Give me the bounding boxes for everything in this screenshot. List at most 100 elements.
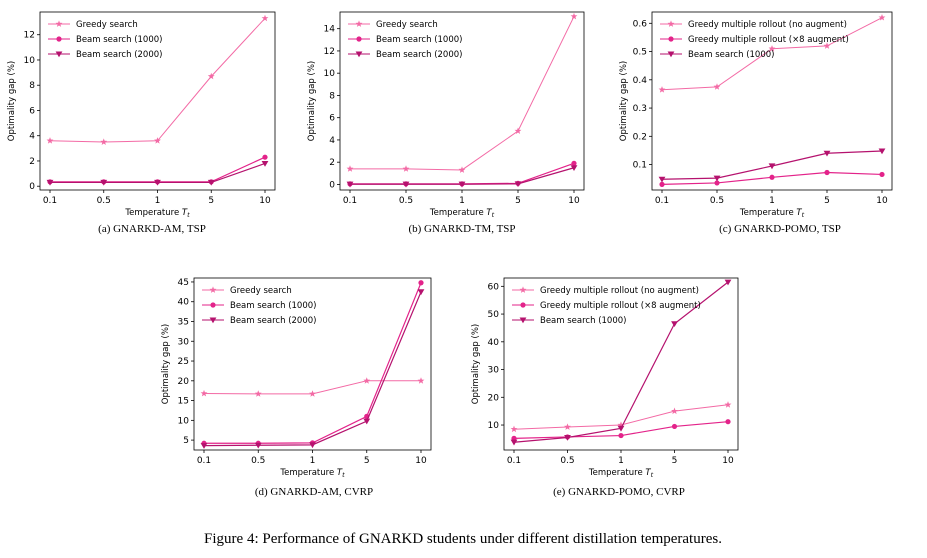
legend-marker (520, 302, 526, 308)
y-tick-label: 0 (29, 182, 35, 192)
x-tick-label: 0.5 (251, 456, 265, 466)
figure-caption: Figure 4: Performance of GNARKD students… (204, 531, 722, 547)
legend-entry: Beam search (1000) (688, 50, 774, 60)
y-tick-label: 20 (488, 393, 500, 403)
subfigure-caption: (d) GNARKD-AM, CVRP (255, 486, 373, 498)
chart-panel-a: 0 2 4 6 8 10 12 0.1 0.5 1 5 10 Temperature Tt Optimal… (7, 11, 276, 235)
x-tick-label: 10 (568, 196, 580, 206)
chart-panel-b: 0 2 4 6 8 10 12 14 0.1 0.5 1 5 10 Temperature Tt Optim… (307, 11, 585, 235)
legend-marker (356, 36, 362, 42)
data-point (878, 14, 886, 21)
data-point (564, 423, 571, 430)
y-tick-label: 0.4 (633, 76, 648, 86)
data-point (346, 181, 354, 188)
y-tick-label: 6 (29, 106, 35, 116)
x-tick-label: 1 (769, 196, 775, 206)
data-point (510, 425, 518, 433)
data-point (713, 175, 721, 182)
subfigure-caption: (e) GNARKD-POMO, CVRP (553, 486, 685, 498)
data-point (564, 434, 571, 441)
data-point (154, 179, 161, 186)
data-point (417, 289, 425, 296)
data-point (510, 439, 518, 446)
legend-marker (55, 51, 63, 58)
data-point (659, 181, 665, 187)
legend-marker (668, 36, 674, 42)
data-point (570, 165, 578, 171)
x-tick-label: 10 (415, 456, 427, 466)
data-point (309, 442, 316, 449)
subfigure-caption: (a) GNARKD-AM, TSP (98, 223, 206, 235)
data-point (417, 377, 425, 384)
data-point (824, 169, 830, 176)
y-tick-label: 6 (329, 114, 335, 124)
data-point (618, 432, 624, 439)
data-point (458, 181, 466, 188)
x-tick-label: 0.1 (343, 196, 357, 206)
data-point (46, 179, 54, 186)
x-axis-label: Temperature Tt (739, 208, 805, 219)
y-tick-label: 4 (329, 136, 335, 146)
y-axis-label: Optimality gap (%) (161, 324, 171, 404)
legend-marker (519, 286, 527, 293)
legend-entry: Beam search (1000) (76, 35, 162, 45)
legend-entry: Greedy multiple rollout (×8 augment) (540, 301, 701, 311)
x-tick-label: 5 (824, 196, 830, 206)
y-tick-label: 10 (324, 69, 336, 79)
y-tick-label: 0.1 (633, 161, 647, 171)
x-axis-label: Temperature Tt (279, 468, 345, 479)
data-point (346, 165, 354, 172)
y-axis-label: Optimality gap (%) (307, 61, 317, 141)
data-point (823, 42, 831, 49)
data-point (571, 160, 577, 166)
y-tick-label: 2 (329, 158, 335, 168)
series-line-2 (50, 156, 266, 183)
chart-panel-c: 0.1 0.2 0.3 0.4 0.5 0.6 0.1 0.5 1 5 10 Temperature … (619, 11, 893, 235)
data-point (262, 154, 268, 160)
y-tick-label: 60 (488, 282, 500, 292)
y-tick-label: 35 (178, 317, 189, 327)
y-tick-label: 8 (29, 81, 35, 91)
data-point (658, 86, 666, 93)
subfigure-caption: (b) GNARKD-TM, TSP (408, 223, 515, 235)
y-tick-label: 20 (178, 377, 190, 387)
data-point (570, 12, 578, 20)
data-point (100, 138, 108, 145)
x-tick-label: 0.5 (97, 196, 111, 206)
y-tick-label: 40 (178, 298, 190, 308)
x-tick-label: 0.5 (399, 196, 413, 206)
legend-marker (210, 302, 216, 308)
legend-marker (355, 51, 363, 58)
x-tick-label: 5 (364, 456, 370, 466)
legend-entry: Greedy multiple rollout (no augment) (688, 20, 847, 30)
data-point (879, 171, 885, 178)
x-tick-label: 10 (259, 196, 271, 206)
subfigure-caption: (c) GNARKD-POMO, TSP (719, 223, 841, 235)
y-tick-label: 15 (178, 397, 189, 407)
x-tick-label: 1 (618, 456, 624, 466)
x-tick-label: 1 (155, 196, 161, 206)
y-axis-label: Optimality gap (%) (7, 61, 17, 141)
legend-marker (56, 36, 62, 42)
data-point (402, 165, 410, 172)
data-point (418, 280, 424, 286)
data-point (617, 425, 625, 432)
x-tick-label: 0.1 (655, 196, 669, 206)
x-tick-label: 0.1 (197, 456, 211, 466)
x-tick-label: 0.1 (507, 456, 521, 466)
y-tick-label: 10 (24, 56, 36, 66)
legend-entry: Greedy multiple rollout (×8 augment) (688, 35, 849, 45)
data-point (261, 14, 269, 22)
data-point (671, 321, 678, 328)
data-point (671, 407, 678, 415)
data-point (200, 443, 208, 449)
x-axis-label: Temperature Tt (588, 468, 654, 479)
legend-marker (55, 20, 63, 27)
legend-marker (667, 20, 675, 27)
data-point (724, 279, 732, 286)
y-tick-label: 12 (324, 47, 335, 57)
data-point (254, 390, 262, 397)
data-point (309, 390, 316, 397)
data-point (514, 181, 522, 188)
